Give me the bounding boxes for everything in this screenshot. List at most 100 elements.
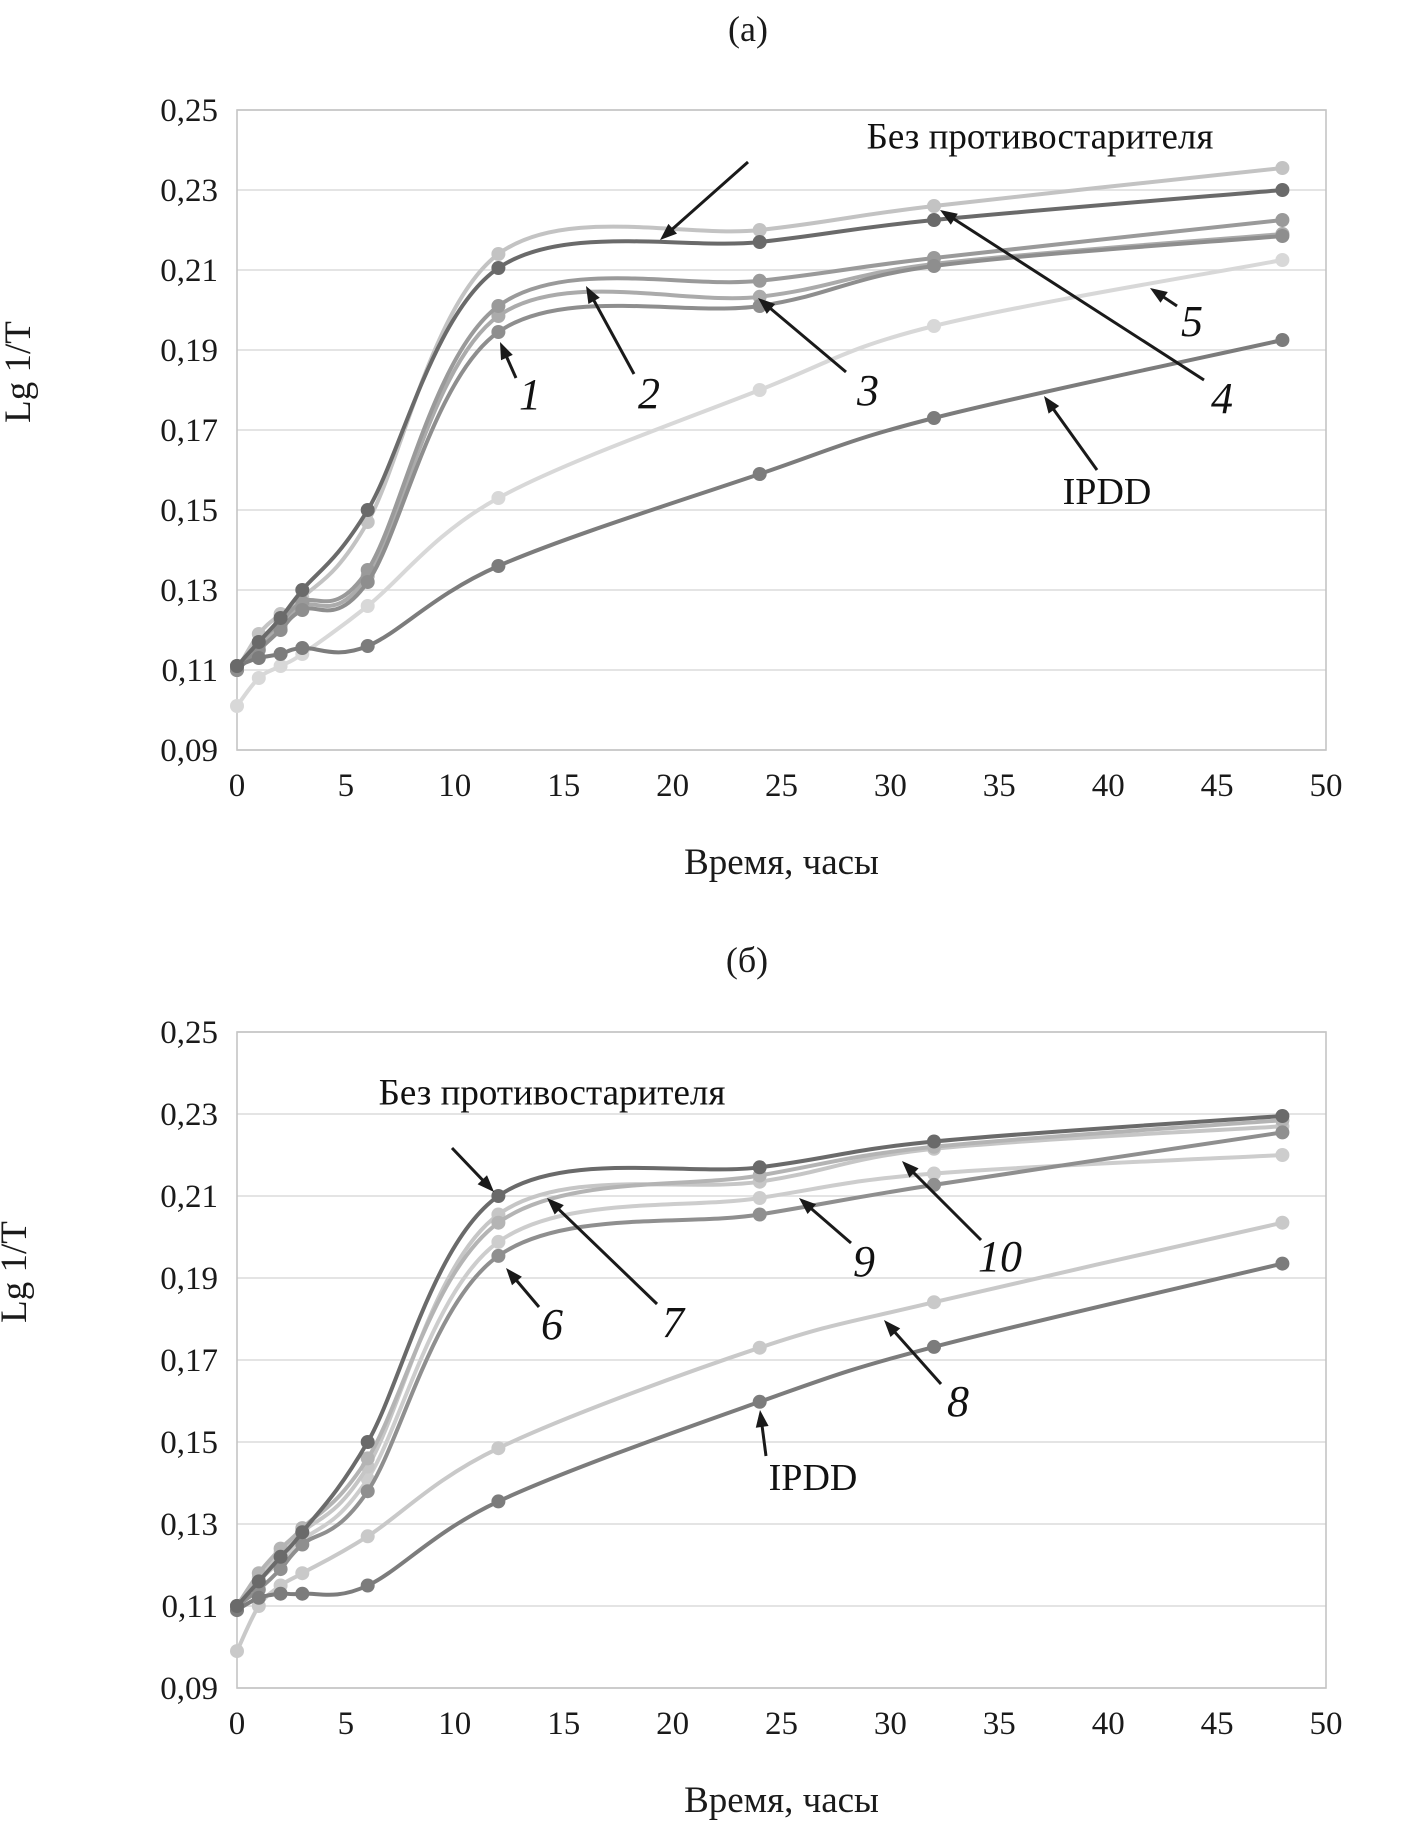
annotation-curve-2: 2	[586, 286, 660, 418]
annotation-curve-4: 4	[940, 210, 1233, 423]
data-point-8	[230, 1644, 244, 1659]
data-point-8	[752, 1340, 767, 1355]
data-point-5	[491, 491, 506, 505]
data-point-ipdd	[752, 1394, 767, 1409]
annotation-curve-6: 6	[506, 1268, 563, 1349]
data-point-8	[491, 1441, 506, 1456]
panel-a: 0,25 0,23 0,21 0,19 0,17 0,15 0,13 0,11 0,09 0 5 10…	[0, 9, 1343, 883]
data-point-ipdd	[251, 651, 266, 665]
data-point-no-antioxidant	[927, 213, 941, 227]
data-point-6	[360, 1484, 375, 1499]
plot-border	[236, 109, 1327, 751]
data-point-1	[360, 575, 375, 589]
data-point-2	[1275, 213, 1290, 227]
data-point-no-antioxidant	[927, 1134, 941, 1149]
data-point-ipdd	[1275, 1256, 1290, 1271]
annotation-curve-3: 3	[758, 298, 879, 415]
data-point-5	[360, 599, 375, 613]
data-point-1	[273, 623, 288, 637]
y-tick-label: 0,19	[160, 333, 218, 369]
data-point-ipdd	[752, 467, 767, 481]
data-point-5	[273, 659, 288, 673]
curve-3	[230, 227, 1290, 677]
data-point-no-antioxidant	[360, 1435, 375, 1449]
curve-5	[230, 253, 1290, 713]
data-point-no-antioxidant	[360, 503, 375, 517]
annotation-label: 3	[856, 366, 879, 415]
y-tick-label: 0,09	[160, 1671, 218, 1707]
curve-no-antioxidant	[230, 183, 1290, 673]
data-point-9	[752, 1191, 767, 1205]
x-tick-label: 25	[765, 1706, 798, 1742]
data-point-4	[927, 199, 941, 213]
x-tick-label: 40	[1092, 768, 1125, 804]
data-point-no-antioxidant	[1275, 1109, 1290, 1123]
data-point-8	[1275, 1215, 1290, 1230]
y-tick-label: 0,09	[160, 733, 218, 769]
data-point-3	[491, 309, 506, 323]
annotation-arrowhead-icon	[506, 1268, 522, 1286]
x-tick-label: 10	[438, 1706, 471, 1742]
y-tick-label: 0,17	[160, 413, 218, 449]
data-point-6	[273, 1562, 288, 1577]
annotation-arrow-line	[888, 1324, 943, 1385]
x-tick-label: 25	[765, 768, 798, 804]
x-tick-label: 15	[547, 768, 580, 804]
annotation-curve-8: 8	[884, 1320, 969, 1426]
data-point-no-antioxidant	[752, 1160, 767, 1175]
annotation-arrowhead-icon	[799, 1198, 817, 1214]
y-tick-label: 0,23	[160, 173, 218, 209]
x-tick-label: 20	[656, 1706, 689, 1742]
y-tick-label: 0,21	[160, 1179, 218, 1215]
annotation-arrowhead-icon	[1150, 288, 1168, 303]
curve-no-antioxidant	[230, 1109, 1290, 1613]
annotation-arrowhead-icon	[940, 210, 958, 225]
gridlines	[237, 109, 1326, 751]
annotation-label: 5	[1181, 297, 1203, 346]
annotation-arrow-line	[804, 1202, 852, 1245]
annotation-curve-10: 10	[902, 1161, 1022, 1281]
data-point-5	[1275, 253, 1290, 267]
data-point-1	[491, 325, 506, 339]
x-tick-label: 5	[338, 1706, 355, 1742]
annotation-label: 8	[947, 1377, 969, 1426]
annotation-label: IPDD	[1063, 471, 1152, 513]
annotation-no-antioxidant: Без противостарителя	[660, 117, 1213, 240]
data-point-no-antioxidant	[251, 635, 266, 649]
x-tick-label: 30	[874, 1706, 907, 1742]
x-tick-label: 50	[1310, 1706, 1343, 1742]
data-point-4	[752, 223, 767, 237]
curve-2	[230, 213, 1290, 677]
annotation-label: 1	[519, 370, 541, 419]
y-tick-label: 0,25	[160, 1015, 218, 1051]
y-tick-label: 0,13	[160, 573, 218, 609]
annotation-arrow-line	[906, 1165, 983, 1242]
data-point-5	[752, 383, 767, 397]
data-point-9	[1275, 1148, 1290, 1162]
data-point-no-antioxidant	[1275, 183, 1290, 197]
y-tick-label: 0,13	[160, 1507, 218, 1543]
y-tick-label: 0,19	[160, 1261, 218, 1297]
x-tick-label: 40	[1092, 1706, 1125, 1742]
plot-border	[236, 1031, 1327, 1689]
annotation-curve-7: 7	[547, 1198, 686, 1347]
panel-b: 0,25 0,23 0,21 0,19 0,17 0,15 0,13 0,11 0,09 0 5 10…	[0, 940, 1343, 1821]
data-point-ipdd	[360, 639, 375, 653]
data-point-ipdd	[295, 1586, 310, 1601]
data-point-1	[1275, 229, 1290, 243]
annotation-label: Без противостарителя	[867, 117, 1214, 158]
data-point-9	[927, 1166, 941, 1181]
annotation-label: 7	[662, 1298, 686, 1347]
annotation-curve-9: 9	[799, 1198, 875, 1286]
panel-label: (б)	[726, 940, 768, 980]
annotation-arrow-line	[664, 160, 749, 236]
annotation-label: 4	[1211, 374, 1233, 423]
annotation-arrowhead-icon	[755, 1410, 769, 1428]
data-point-ipdd	[251, 1590, 266, 1605]
annotation-label: 9	[853, 1237, 875, 1286]
data-point-1	[295, 603, 310, 617]
data-point-ipdd	[491, 1494, 506, 1509]
panel-label: (a)	[728, 9, 768, 49]
